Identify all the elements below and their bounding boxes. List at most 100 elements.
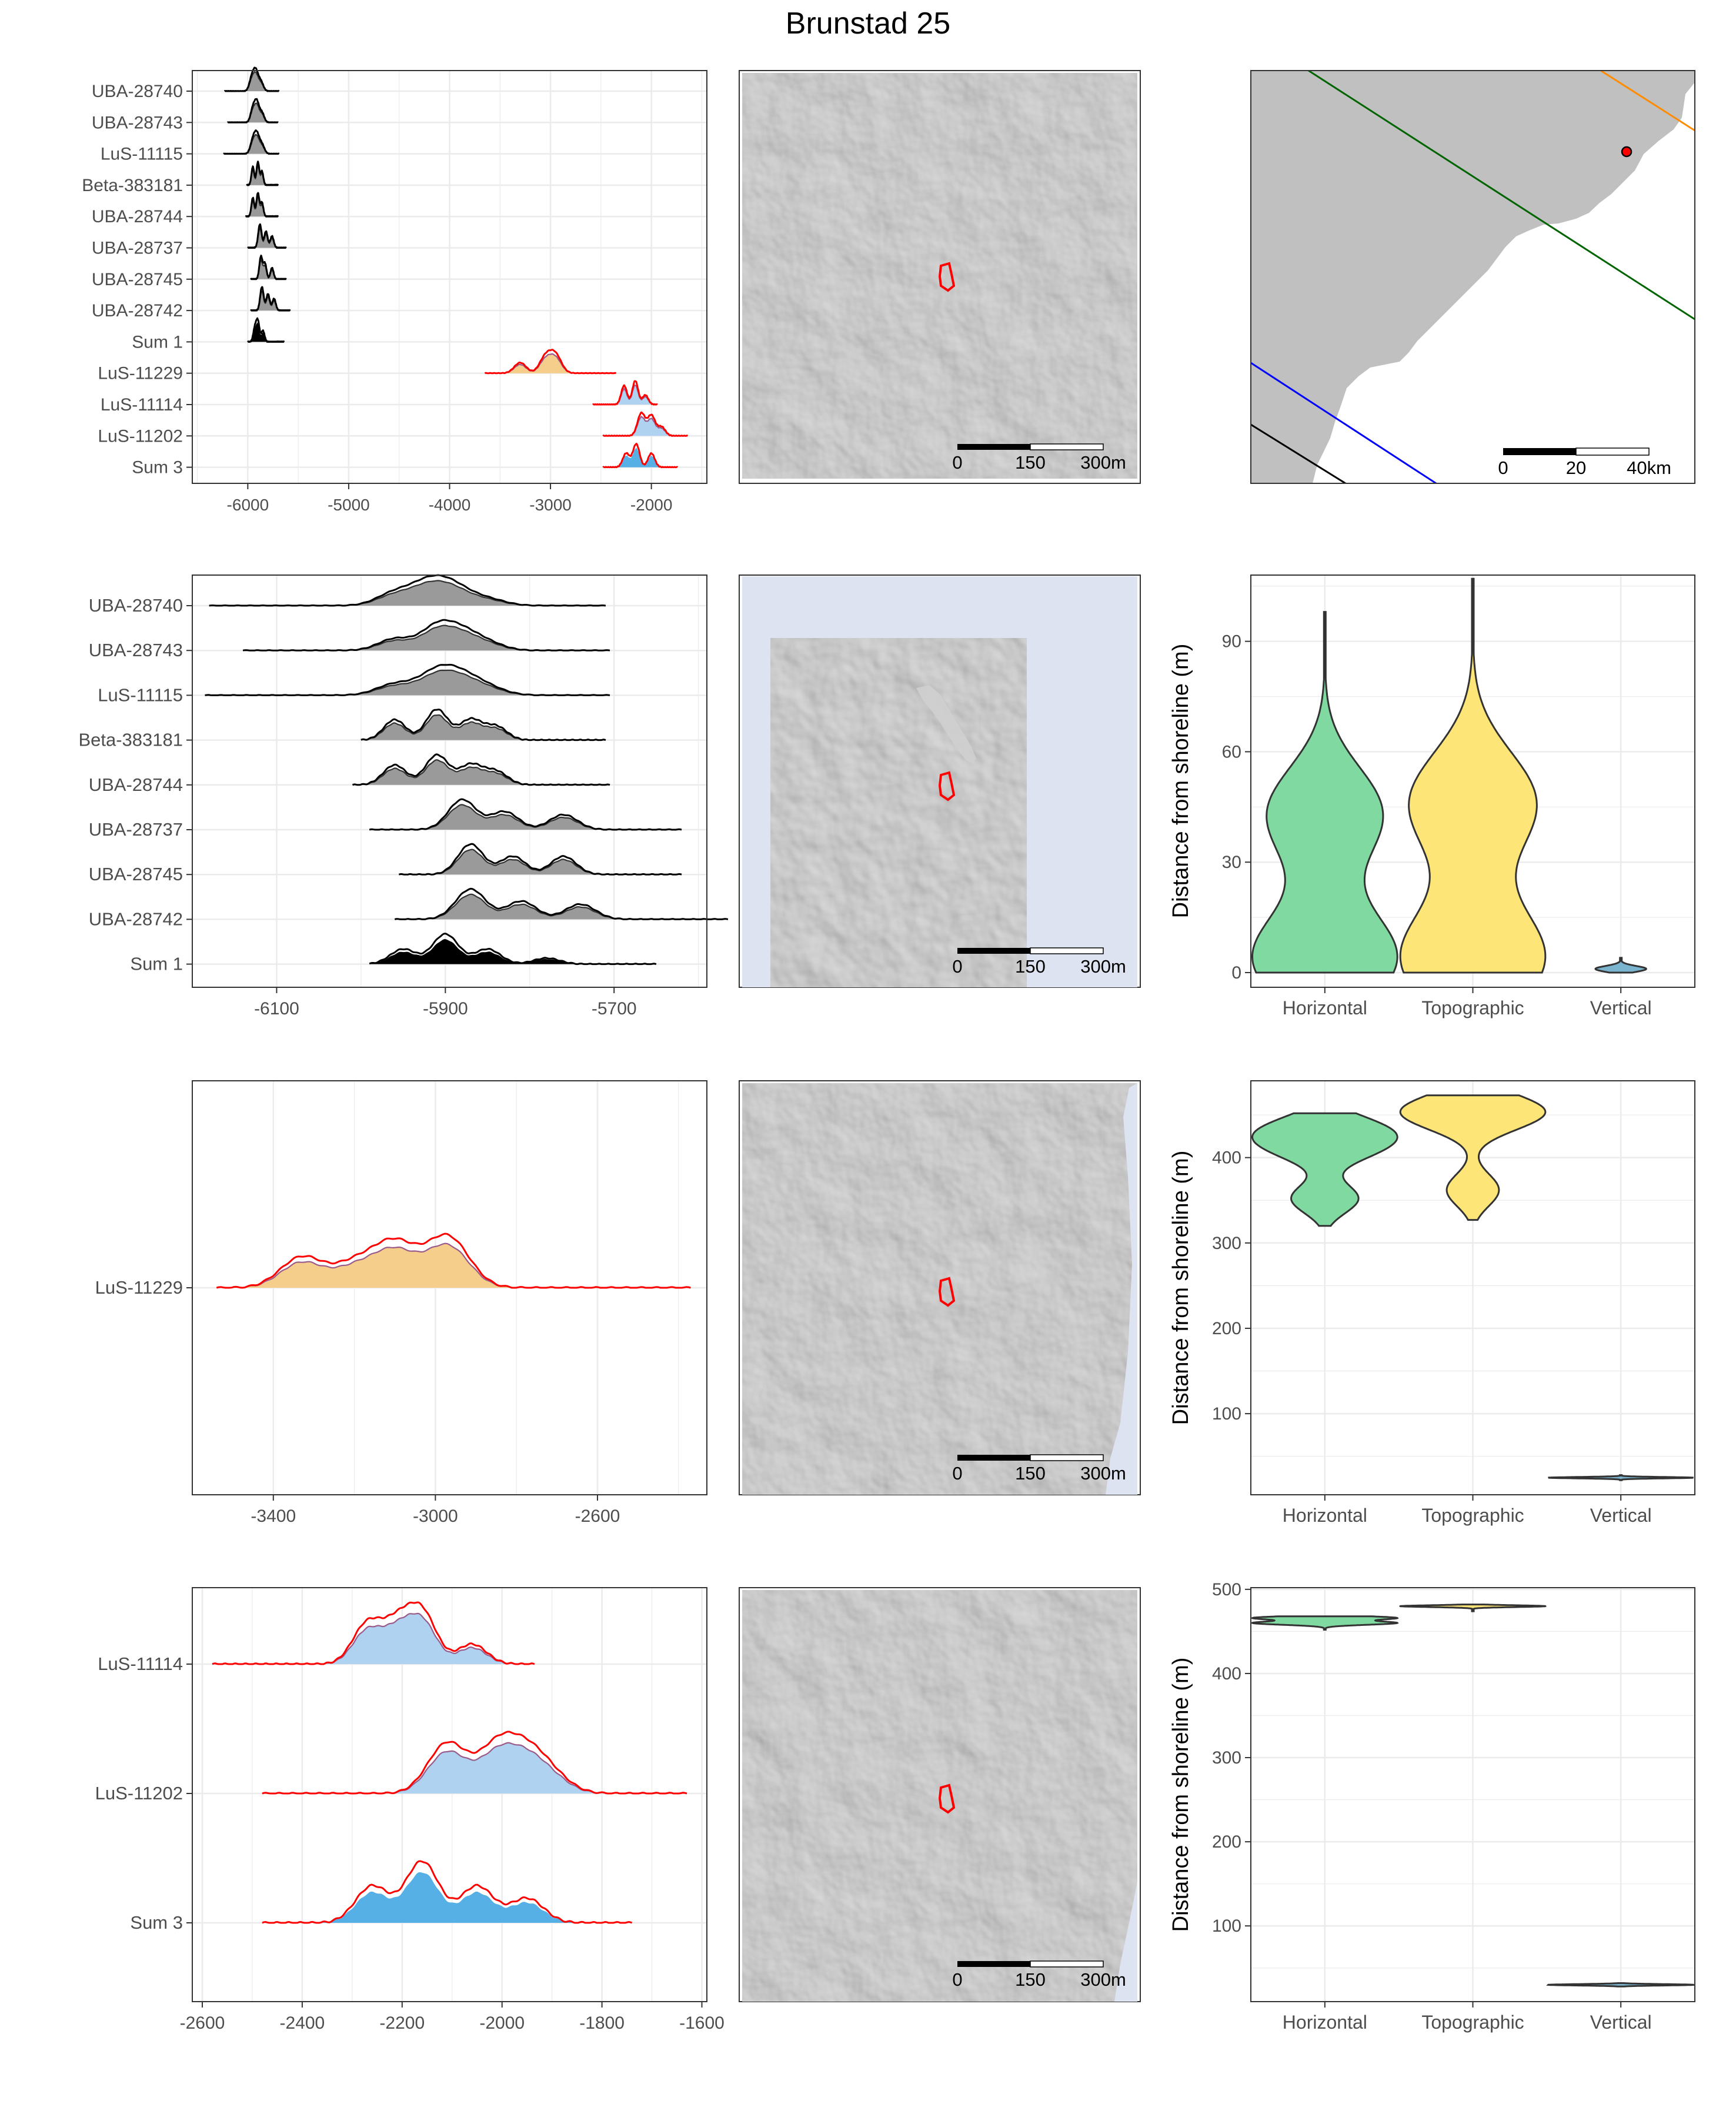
ridge-fill	[395, 894, 728, 920]
row3-y-axis-title: Distance from shoreline (m)	[1169, 1151, 1193, 1425]
ridge-fill	[251, 260, 286, 279]
violin-horizontal	[1251, 1112, 1398, 1227]
row2-ridges	[205, 574, 729, 966]
scale-label-300m: 300m	[1080, 1969, 1126, 1990]
x-tick-label: Vertical	[1590, 1505, 1652, 1526]
scale-label-300m: 300m	[1080, 1463, 1126, 1484]
ridge-LuS-11229	[484, 349, 617, 375]
x-tick-label: -2600	[575, 1507, 620, 1526]
y-tick-label: UBA-28745	[89, 864, 183, 884]
x-tick-label: Horizontal	[1283, 1505, 1367, 1526]
row1-local-map: 0 150 300m	[739, 70, 1141, 484]
ridge-outline	[205, 663, 610, 696]
figure-title: Brunstad 25	[785, 6, 951, 41]
scale-label-300m: 300m	[1080, 452, 1126, 473]
ridge-outline	[399, 843, 682, 876]
x-tick-label: -6100	[254, 999, 299, 1018]
y-tick-label: Beta-383181	[82, 176, 183, 195]
y-tick-label: Sum 1	[130, 954, 183, 974]
row4-local-map: 0 150 300m	[739, 1587, 1141, 2002]
row3-dates-panel: LuS-11229 -3400 -3000 -2600	[95, 1080, 707, 1526]
row3-violin-panel: 100 200 300 400 Horizontal Topographic Vertic…	[1169, 1080, 1695, 1526]
y-tick-label: UBA-28743	[89, 640, 183, 660]
y-tick-label: UBA-28742	[89, 908, 183, 929]
y-tick-label: 90	[1222, 632, 1241, 652]
ridge-outline	[262, 1731, 687, 1795]
ridge-outline	[223, 129, 280, 155]
ridge-outline	[247, 317, 285, 343]
row2-dates-panel: UBA-28740 UBA-28743 LuS-11115 Beta-383181 UB…	[78, 574, 729, 1018]
ridge-LuS-11202	[602, 411, 689, 437]
scale-bar: 0 150 300m	[952, 443, 1126, 473]
ridge-outline	[360, 709, 606, 741]
ridge-outline	[209, 574, 606, 607]
x-tick-label: Horizontal	[1283, 2012, 1367, 2033]
ridge-outline	[369, 933, 657, 966]
scale-label-300m: 300m	[1080, 956, 1126, 977]
ridge-outline	[602, 411, 689, 437]
y-tick-label: 300	[1212, 1234, 1241, 1253]
ridge-fill	[262, 1872, 632, 1923]
y-tick-label: LuS-11202	[98, 426, 183, 446]
y-tick-label: UBA-28742	[92, 301, 183, 320]
y-tick-label: LuS-11115	[101, 145, 183, 164]
row1-ridges	[223, 66, 689, 469]
scale-label-20: 20	[1566, 457, 1586, 478]
row2-violin-y-axis: 0 30 60 90	[1222, 632, 1251, 983]
y-tick-label: LuS-11114	[101, 395, 183, 415]
y-tick-label: Sum 3	[130, 1912, 183, 1933]
ridge-fill	[399, 849, 682, 875]
row2-violin-x-axis: Horizontal Topographic Vertical	[1283, 987, 1652, 1018]
ridge-LuS-11114	[592, 380, 658, 406]
ridge-Sum 3	[262, 1860, 633, 1924]
y-tick-label: Sum 3	[132, 458, 183, 477]
ridge-UBA-28740	[209, 574, 606, 607]
ridge-Sum 1	[369, 933, 657, 966]
x-tick-label: Topographic	[1421, 2012, 1524, 2033]
blue-line	[1251, 362, 1437, 483]
ridge-outline	[242, 619, 610, 652]
x-tick-label: Topographic	[1421, 1505, 1524, 1526]
row3-y-axis: LuS-11229	[95, 1277, 192, 1298]
row2-y-axis: UBA-28740 UBA-28743 LuS-11115 Beta-383181 UB…	[78, 595, 192, 974]
y-tick-label: 0	[1231, 963, 1241, 983]
row3-x-axis: -3400 -3000 -2600	[251, 1495, 620, 1526]
x-tick-label: -3000	[529, 496, 572, 514]
violin-vertical	[1546, 1982, 1696, 1988]
ridge-outline	[602, 442, 679, 469]
row4-violin-x-axis: Horizontal Topographic Vertical	[1283, 2002, 1652, 2033]
ridge-fill	[369, 939, 656, 964]
row3-violin-x-axis: Horizontal Topographic Vertical	[1283, 1495, 1652, 1526]
ridge-UBA-28744	[245, 192, 279, 218]
row3-local-map: 0 150 300m	[739, 1080, 1141, 1495]
green-line	[1308, 71, 1695, 320]
ridge-Beta-383181	[360, 709, 606, 741]
ridge-fill	[205, 670, 610, 696]
x-tick-label: Vertical	[1590, 997, 1652, 1018]
ridge-UBA-28745	[399, 843, 682, 876]
scale-label-150: 150	[1015, 1969, 1046, 1990]
scale-label-0: 0	[952, 956, 962, 977]
ridge-LuS-11229	[216, 1232, 691, 1289]
y-tick-label: LuS-11114	[98, 1654, 183, 1674]
orange-line	[1600, 71, 1695, 132]
y-tick-label: 100	[1212, 1404, 1241, 1424]
ridge-LuS-11115	[205, 663, 610, 696]
row3-ridges	[216, 1232, 691, 1289]
scale-label-0: 0	[952, 452, 962, 473]
ridge-fill	[603, 416, 688, 436]
row4-violin-panel: 100 200 300 400 500 Horizontal Topographic Ver…	[1169, 1580, 1696, 2033]
ridge-UBA-28744	[352, 753, 610, 786]
ridge-UBA-28743	[242, 619, 610, 652]
ridge-Sum 3	[602, 442, 679, 469]
scale-label-150: 150	[1015, 956, 1046, 977]
y-tick-label: UBA-28737	[89, 819, 183, 840]
violin-vertical	[1548, 1474, 1694, 1481]
violin-topographic	[1399, 1604, 1547, 1612]
ridge-outline	[245, 192, 279, 218]
violin-topographic	[1399, 577, 1547, 974]
ridge-fill	[262, 1742, 687, 1793]
row1-dates-panel: UBA-28740 UBA-28743 LuS-11115 Beta-383181 UB…	[82, 66, 707, 514]
x-tick-label: -5000	[328, 496, 370, 514]
